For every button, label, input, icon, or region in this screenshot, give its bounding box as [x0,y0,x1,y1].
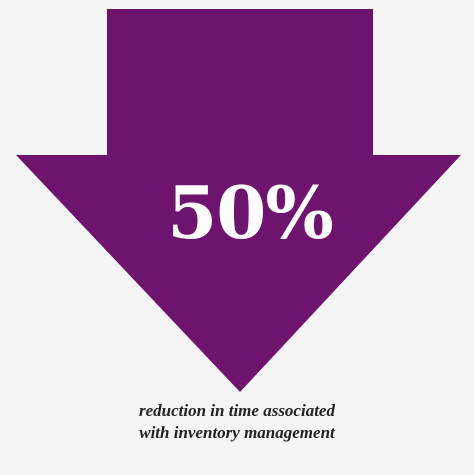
caption-line-2: with inventory management [139,423,335,442]
caption-line-1: reduction in time associated [139,401,335,420]
stat-value: 50% [167,170,334,255]
arrow-shape [16,9,461,392]
stat-caption: reduction in time associated with invent… [0,400,474,444]
